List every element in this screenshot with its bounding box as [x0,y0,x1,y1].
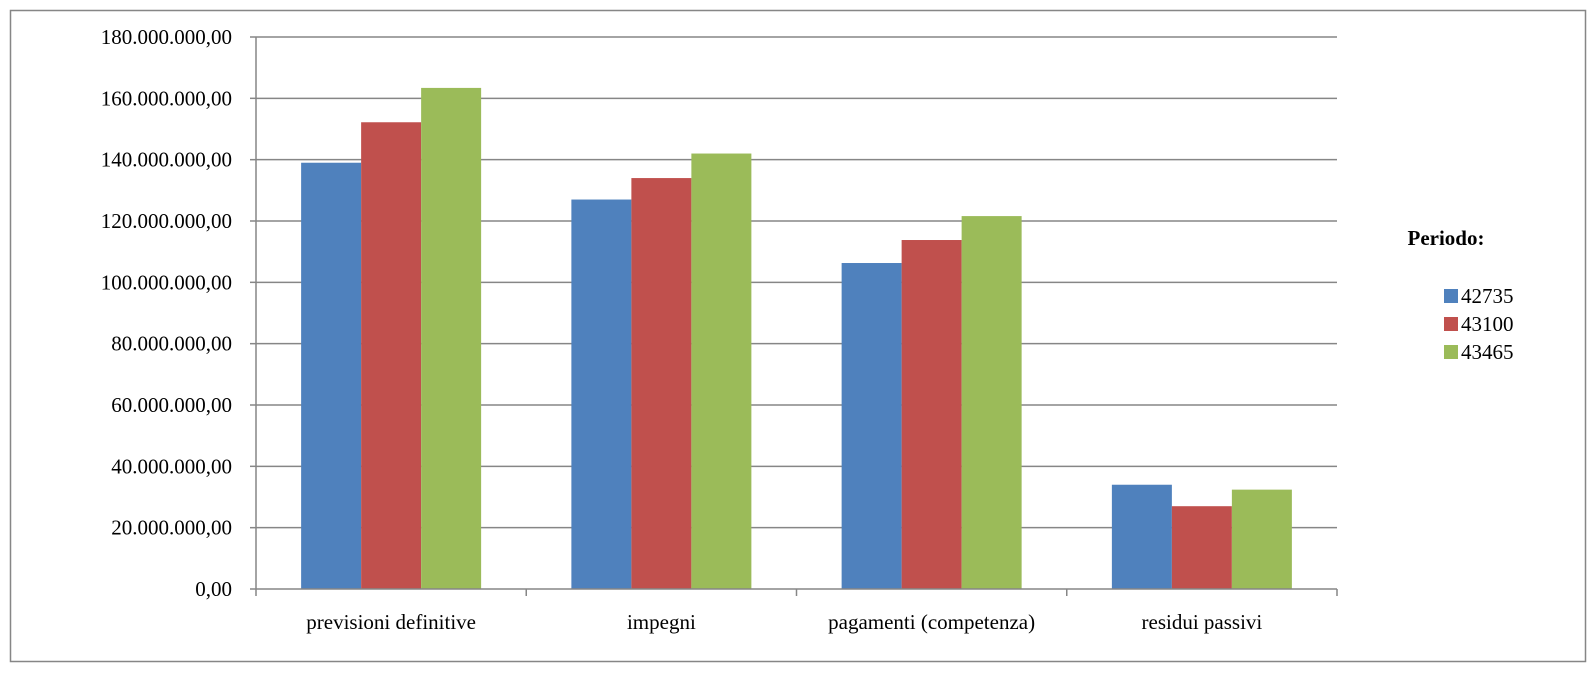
bar-42735-1 [301,162,362,589]
y-tick-label: 160.000.000,00 [101,86,232,110]
legend-swatch-43100 [1444,317,1458,331]
bar-43465-4 [1231,489,1292,589]
legend-label-43465: 43465 [1461,340,1514,364]
x-tick-label: pagamenti (competenza) [828,610,1035,634]
bar-43100-1 [361,122,422,590]
legend-swatch-43465 [1444,345,1458,359]
y-tick-label: 80.000.000,00 [111,332,232,356]
y-tick-label: 120.000.000,00 [101,209,232,233]
y-tick-labels: 0,00 20.000.000,00 40.000.000,00 60.000.000… [101,25,232,601]
legend-title: Periodo: [1408,226,1485,250]
legend: Periodo: 42735 43100 43465 [1408,226,1514,364]
y-tick-label: 20.000.000,00 [111,516,232,540]
bar-43465-1 [421,87,482,589]
axes [250,36,1338,596]
y-tick-label: 100.000.000,00 [101,270,232,294]
legend-label-43100: 43100 [1461,312,1514,336]
y-tick-label: 0,00 [195,577,232,601]
y-tick-label: 140.000.000,00 [101,148,232,172]
y-tick-label: 60.000.000,00 [111,393,232,417]
bar-43100-2 [631,178,692,590]
chart-border [9,9,1587,663]
legend-swatch-42735 [1444,289,1458,303]
bar-43100-3 [901,240,962,589]
x-tick-label: impegni [627,610,696,634]
bars [301,87,1292,590]
legend-label-42735: 42735 [1461,284,1514,308]
y-tick-label: 180.000.000,00 [101,25,232,49]
x-tick-labels: previsioni definitive impegni pagamenti (c… [306,610,1262,634]
x-tick-label: residui passivi [1142,610,1263,634]
bar-43465-2 [691,153,752,590]
bar-42735-4 [1111,484,1172,589]
bar-43465-3 [961,216,1022,590]
bar-42735-3 [841,263,902,589]
bar-43100-4 [1171,506,1232,589]
x-tick-label: previsioni definitive [306,610,476,634]
y-tick-label: 40.000.000,00 [111,454,232,478]
bar-42735-2 [571,199,632,590]
